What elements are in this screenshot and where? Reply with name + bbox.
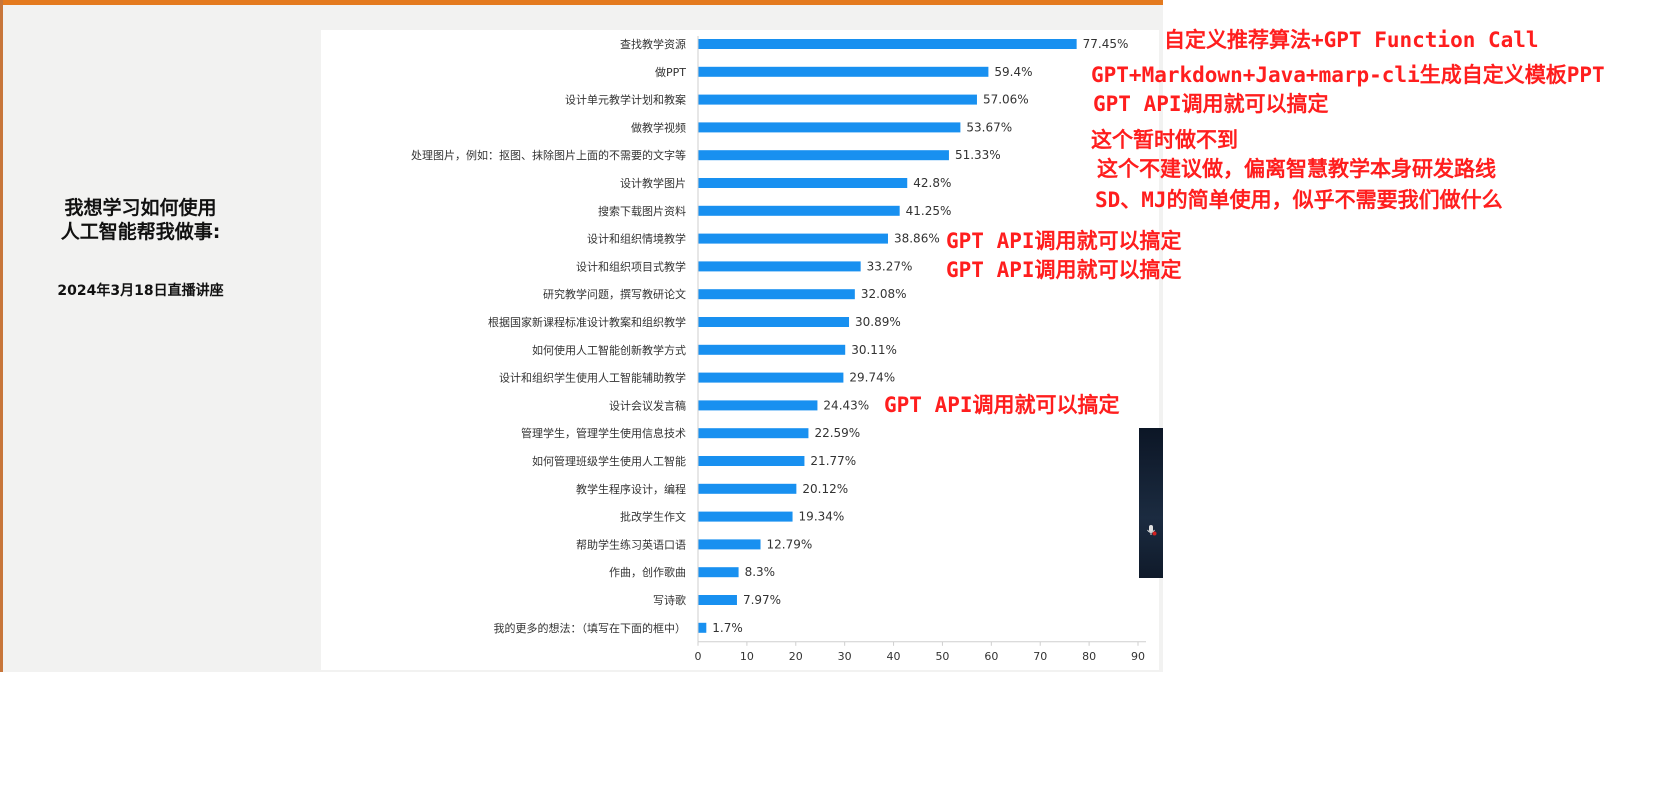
bar (698, 122, 961, 133)
annotation-sd-mj: SD、MJ的简单使用，似乎不需要我们做什么 (1095, 188, 1503, 212)
bar (698, 539, 761, 550)
value-label: 20.12% (802, 482, 848, 496)
bar (698, 39, 1077, 49)
x-tick-label: 10 (740, 650, 754, 663)
slide-subtitle: 2024年3月18日直播讲座 (57, 283, 224, 299)
value-label: 33.27% (867, 259, 913, 273)
category-label: 批改学生作文 (620, 510, 686, 524)
category-label: 搜索下载图片资料 (598, 204, 686, 218)
annotation-function-call: 自定义推荐算法+GPT Function Call (1164, 28, 1539, 52)
x-tick-label: 70 (1033, 650, 1047, 663)
bar (698, 622, 707, 633)
value-label: 42.8% (913, 176, 951, 190)
annotation-not-possible: 这个暂时做不到 (1091, 128, 1238, 152)
bar (698, 400, 818, 411)
x-tick-label: 60 (984, 650, 998, 663)
annotation-ppt-generation: GPT+Markdown+Java+marp-cli生成自定义模板PPT (1091, 63, 1605, 87)
value-label: 30.11% (851, 343, 897, 357)
value-label: 77.45% (1083, 37, 1129, 51)
category-label: 根据国家新课程标准设计教案和组织教学 (488, 315, 686, 329)
slide-top-bar (3, 0, 1163, 5)
chart-panel: 查找教学资源 77.45% 做PPT 59.4% 设计单元教学计划和教案 57.06% 做教… (321, 30, 1159, 670)
category-label: 设计会议发言稿 (609, 398, 686, 412)
annotation-gpt-api: GPT API调用就可以搞定 (946, 258, 1182, 282)
category-label: 查找教学资源 (620, 37, 686, 51)
x-tick-label: 90 (1131, 650, 1145, 663)
bar (698, 511, 793, 522)
bar (698, 150, 949, 161)
bar (698, 372, 844, 383)
category-label: 教学生程序设计，编程 (576, 482, 686, 496)
slide-title-line-2: 人工智能帮我做事: (60, 221, 221, 243)
category-label: 作曲，创作歌曲 (609, 565, 686, 579)
bar (698, 595, 737, 605)
bar (698, 483, 797, 494)
category-label: 做PPT (655, 65, 686, 79)
value-label: 8.3% (745, 565, 776, 579)
bar (698, 94, 977, 105)
category-label: 处理图片，例如：抠图、抹除图片上面的不需要的文字等 (411, 148, 686, 162)
annotation-gpt-api: GPT API调用就可以搞定 (946, 229, 1182, 253)
value-label: 22.59% (814, 426, 860, 440)
slide-title-line-1: 我想学习如何使用 (64, 197, 217, 219)
category-label: 设计和组织项目式教学 (576, 259, 686, 273)
category-label: 设计和组织情境教学 (587, 232, 686, 246)
value-label: 7.97% (743, 593, 781, 607)
x-tick-label: 80 (1082, 650, 1096, 663)
value-label: 19.34% (799, 510, 845, 524)
category-label: 帮助学生练习英语口语 (576, 537, 686, 551)
bar (698, 233, 888, 244)
x-tick-label: 20 (789, 650, 803, 663)
value-label: 21.77% (810, 454, 856, 468)
annotation-gpt-api: GPT API调用就可以搞定 (884, 393, 1120, 417)
category-label: 做教学视频 (631, 120, 686, 134)
value-label: 12.79% (767, 537, 813, 551)
category-label: 写诗歌 (653, 593, 686, 607)
bar (698, 289, 855, 300)
x-tick-label: 50 (935, 650, 949, 663)
bar (698, 261, 861, 272)
bar (698, 317, 850, 327)
bar (698, 66, 989, 77)
value-label: 32.08% (861, 287, 907, 301)
video-thumbnail[interactable] (1139, 428, 1163, 578)
value-label: 51.33% (955, 148, 1001, 162)
x-tick-label: 0 (695, 650, 702, 663)
value-label: 1.7% (712, 621, 743, 635)
slide: 我想学习如何使用 人工智能帮我做事: 2024年3月18日直播讲座 查找教学资源… (0, 0, 1163, 672)
category-label: 管理学生，管理学生使用信息技术 (521, 426, 686, 440)
value-label: 53.67% (966, 120, 1012, 134)
value-label: 30.89% (855, 315, 901, 329)
value-label: 59.4% (994, 65, 1032, 79)
category-label: 研究教学问题，撰写教研论文 (543, 287, 686, 301)
bar (698, 456, 805, 466)
value-label: 38.86% (894, 232, 940, 246)
annotation-gpt-api: GPT API调用就可以搞定 (1093, 92, 1329, 116)
bar (698, 567, 739, 578)
bar (698, 344, 846, 355)
value-label: 57.06% (983, 93, 1029, 107)
category-label: 设计和组织学生使用人工智能辅助教学 (499, 371, 686, 385)
value-label: 41.25% (906, 204, 952, 218)
microphone-icon (1147, 525, 1157, 536)
category-label: 设计单元教学计划和教案 (565, 93, 686, 107)
bar (698, 178, 908, 188)
annotation-not-recommended: 这个不建议做，偏离智慧教学本身研发路线 (1097, 157, 1496, 181)
category-label: 设计教学图片 (620, 176, 686, 190)
x-tick-label: 30 (838, 650, 852, 663)
slide-title: 我想学习如何使用 人工智能帮我做事: (33, 196, 248, 244)
bar-chart: 查找教学资源 77.45% 做PPT 59.4% 设计单元教学计划和教案 57.06% 做教… (411, 36, 1146, 663)
bar (698, 428, 809, 439)
category-label: 我的更多的想法：（填写在下面的框中） (494, 621, 687, 635)
bar (698, 205, 900, 216)
value-label: 24.43% (823, 398, 869, 412)
value-label: 29.74% (849, 371, 895, 385)
x-tick-label: 40 (887, 650, 901, 663)
category-label: 如何管理班级学生使用人工智能 (532, 454, 686, 468)
category-label: 如何使用人工智能创新教学方式 (532, 343, 686, 357)
